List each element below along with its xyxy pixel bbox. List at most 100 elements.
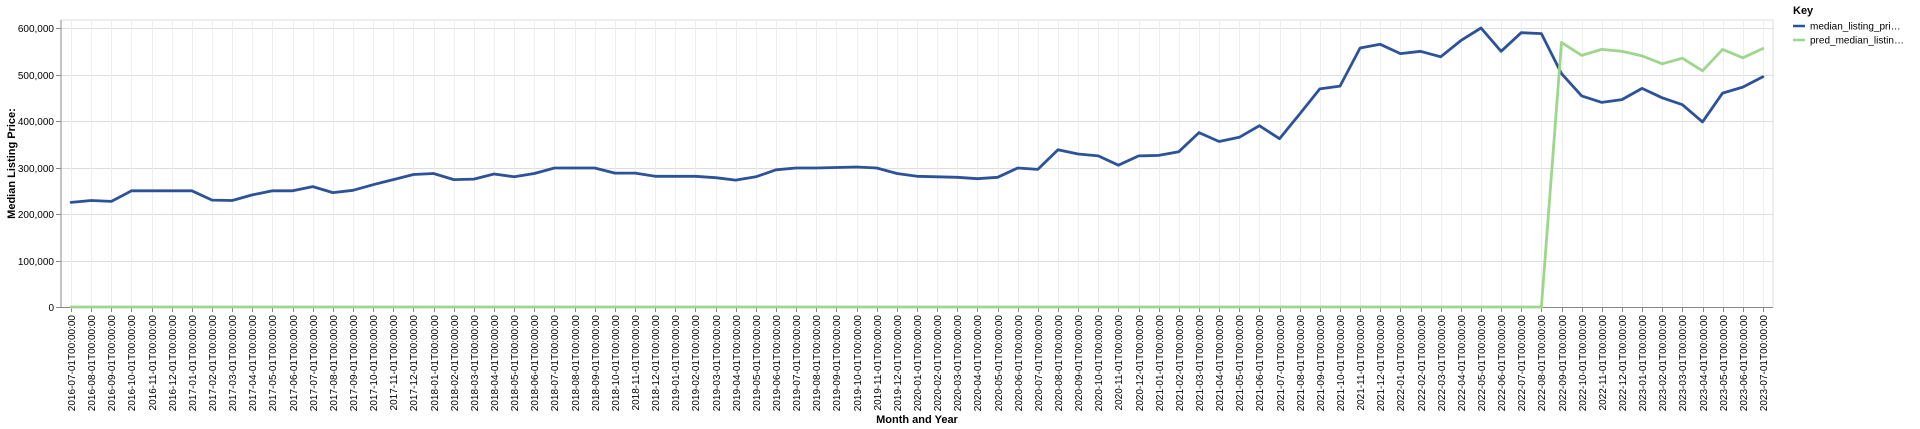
x-tick-label: 2020-11-01T00:00:00 (1114, 315, 1125, 411)
x-tick-label: 2016-09-01T00:00:00 (107, 315, 118, 412)
x-tick-label: 2020-06-01T00:00:00 (1014, 315, 1025, 412)
x-tick-label: 2021-03-01T00:00:00 (1195, 315, 1206, 412)
y-tick-label: 600,000 (18, 24, 55, 35)
x-tick-label: 2022-03-01T00:00:00 (1437, 315, 1448, 412)
x-tick-label: 2021-08-01T00:00:00 (1296, 315, 1307, 412)
x-tick-label: 2021-02-01T00:00:00 (1175, 315, 1186, 412)
x-tick-label: 2016-07-01T00:00:00 (67, 315, 78, 412)
x-tick-label: 2022-12-01T00:00:00 (1618, 315, 1629, 412)
x-tick-label: 2022-10-01T00:00:00 (1578, 315, 1589, 412)
x-tick-label: 2023-01-01T00:00:00 (1638, 315, 1649, 412)
x-tick-label: 2021-10-01T00:00:00 (1336, 315, 1347, 412)
y-tick-label: 0 (48, 303, 54, 314)
x-tick-label: 2018-07-01T00:00:00 (550, 315, 561, 412)
x-tick-label: 2017-05-01T00:00:00 (268, 315, 279, 412)
x-tick-label: 2021-07-01T00:00:00 (1276, 315, 1287, 412)
x-tick-label: 2017-10-01T00:00:00 (369, 315, 380, 412)
x-tick-label: 2017-01-01T00:00:00 (188, 315, 199, 412)
x-tick-label: 2017-04-01T00:00:00 (248, 315, 259, 412)
x-tick-label: 2022-07-01T00:00:00 (1517, 315, 1528, 412)
x-tick-label: 2020-10-01T00:00:00 (1094, 315, 1105, 412)
x-tick-label: 2023-06-01T00:00:00 (1739, 315, 1750, 412)
legend-label: median_listing_pri… (1810, 22, 1901, 33)
x-axis-title: Month and Year (876, 414, 958, 426)
legend: Key median_listing_pri… pred_median_listi… (1793, 5, 1904, 47)
y-tick-label: 200,000 (18, 210, 55, 221)
legend-title: Key (1793, 5, 1814, 17)
x-tick-label: 2017-11-01T00:00:00 (389, 315, 400, 411)
x-tick-label: 2021-09-01T00:00:00 (1316, 315, 1327, 412)
x-tick-label: 2019-08-01T00:00:00 (812, 315, 823, 412)
x-tick-label: 2018-01-01T00:00:00 (430, 315, 441, 412)
x-tick-label: 2020-04-01T00:00:00 (973, 315, 984, 412)
series-line-median-listing-price (69, 26, 1765, 204)
gridlines (61, 19, 1774, 307)
x-tick-label: 2019-01-01T00:00:00 (671, 315, 682, 412)
x-tick-label: 2020-09-01T00:00:00 (1074, 315, 1085, 412)
axes: 0 100,000 200,000 300,000 400,000 500,000 600,… (18, 20, 1773, 411)
legend-label: pred_median_listin… (1810, 36, 1904, 47)
x-tick-label: 2020-07-01T00:00:00 (1034, 315, 1045, 412)
x-tick-label: 2018-05-01T00:00:00 (510, 315, 521, 412)
x-tick-label: 2022-09-01T00:00:00 (1558, 315, 1569, 412)
x-tick-label: 2018-10-01T00:00:00 (611, 315, 622, 412)
x-tick-label: 2018-03-01T00:00:00 (470, 315, 481, 412)
x-tick-label: 2021-05-01T00:00:00 (1235, 315, 1246, 412)
x-tick-label: 2018-11-01T00:00:00 (631, 315, 642, 411)
x-tick-label: 2019-12-01T00:00:00 (893, 315, 904, 412)
x-tick-label: 2021-11-01T00:00:00 (1356, 315, 1367, 411)
x-tick-label: 2017-12-01T00:00:00 (409, 315, 420, 412)
x-tick-label: 2019-03-01T00:00:00 (712, 315, 723, 412)
x-tick-label: 2021-01-01T00:00:00 (1155, 315, 1166, 412)
y-axis-title: Median Listing Price: (6, 108, 18, 219)
series-lines (69, 26, 1765, 309)
y-tick-label: 300,000 (18, 164, 55, 175)
x-tick-label: 2020-12-01T00:00:00 (1135, 315, 1146, 412)
x-tick-label: 2021-12-01T00:00:00 (1376, 315, 1387, 412)
x-tick-label: 2018-08-01T00:00:00 (571, 315, 582, 412)
x-tick-label: 2017-02-01T00:00:00 (208, 315, 219, 412)
x-tick-label: 2022-01-01T00:00:00 (1396, 315, 1407, 412)
x-tick-label: 2018-12-01T00:00:00 (651, 315, 662, 412)
x-tick-label: 2019-09-01T00:00:00 (832, 315, 843, 412)
x-tick-label: 2019-06-01T00:00:00 (772, 315, 783, 412)
x-tick-label: 2018-04-01T00:00:00 (490, 315, 501, 412)
x-tick-label: 2023-05-01T00:00:00 (1719, 315, 1730, 412)
x-tick-label: 2023-04-01T00:00:00 (1699, 315, 1710, 412)
x-tick-label: 2022-11-01T00:00:00 (1598, 315, 1609, 411)
x-tick-label: 2016-11-01T00:00:00 (148, 315, 159, 411)
x-tick-label: 2022-08-01T00:00:00 (1537, 315, 1548, 412)
x-tick-label: 2016-10-01T00:00:00 (127, 315, 138, 412)
x-tick-label: 2020-05-01T00:00:00 (994, 315, 1005, 412)
x-tick-label: 2022-06-01T00:00:00 (1497, 315, 1508, 412)
x-tick-label: 2022-04-01T00:00:00 (1457, 315, 1468, 412)
x-tick-label: 2023-07-01T00:00:00 (1759, 315, 1770, 412)
x-tick-label: 2023-03-01T00:00:00 (1678, 315, 1689, 412)
x-tick-label: 2022-05-01T00:00:00 (1477, 315, 1488, 412)
x-tick-label: 2018-02-01T00:00:00 (450, 315, 461, 412)
x-tick-label: 2019-05-01T00:00:00 (752, 315, 763, 412)
x-tick-label: 2019-02-01T00:00:00 (691, 315, 702, 412)
legend-items: median_listing_pri… pred_median_listin… (1793, 22, 1904, 47)
x-tick-label: 2020-02-01T00:00:00 (933, 315, 944, 412)
x-tick-label: 2017-06-01T00:00:00 (289, 315, 300, 412)
y-tick-label: 400,000 (18, 117, 55, 128)
x-tick-label: 2019-07-01T00:00:00 (792, 315, 803, 412)
x-tick-label: 2019-04-01T00:00:00 (732, 315, 743, 412)
x-tick-label: 2019-11-01T00:00:00 (873, 315, 884, 411)
x-tick-label: 2020-01-01T00:00:00 (913, 315, 924, 412)
x-tick-label: 2022-02-01T00:00:00 (1417, 315, 1428, 412)
x-tick-label: 2018-09-01T00:00:00 (591, 315, 602, 412)
x-tick-label: 2017-08-01T00:00:00 (329, 315, 340, 412)
y-tick-label: 500,000 (18, 71, 55, 82)
x-tick-label: 2018-06-01T00:00:00 (530, 315, 541, 412)
series-line-pred-median-listing-price (69, 41, 1765, 309)
x-tick-label: 2021-04-01T00:00:00 (1215, 315, 1226, 412)
x-tick-label: 2020-03-01T00:00:00 (953, 315, 964, 412)
x-tick-label: 2019-10-01T00:00:00 (853, 315, 864, 412)
x-tick-label: 2017-07-01T00:00:00 (309, 315, 320, 412)
x-tick-label: 2017-03-01T00:00:00 (228, 315, 239, 412)
x-tick-label: 2023-02-01T00:00:00 (1658, 315, 1669, 412)
